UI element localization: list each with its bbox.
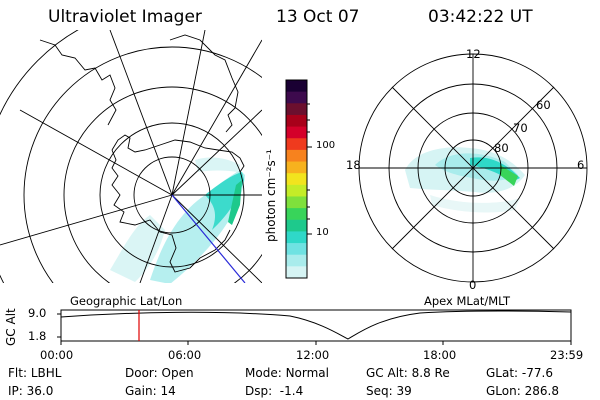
time-label: 03:42:22 UT bbox=[428, 7, 533, 27]
colorbar-band bbox=[286, 138, 307, 151]
apex-caption: Apex MLat/MLT bbox=[424, 294, 511, 308]
timeline-ytick-bottom: 1.8 bbox=[28, 329, 47, 343]
timeline-xtick-3: 18:00 bbox=[423, 348, 457, 362]
mlt-label-18: 18 bbox=[346, 158, 361, 172]
mlat-label-70: 70 bbox=[513, 121, 528, 135]
mlt-label-6: 6 bbox=[577, 158, 585, 172]
colorbar-band bbox=[286, 103, 307, 116]
mlat-label-60: 60 bbox=[536, 98, 551, 112]
colorbar-band bbox=[286, 161, 307, 174]
colorbar-tick-100: 100 bbox=[316, 140, 336, 151]
colorbar-tick-10: 10 bbox=[316, 227, 329, 238]
altitude-curve bbox=[60, 310, 572, 340]
colorbar-band bbox=[286, 91, 307, 104]
info-gain: Gain: 14 bbox=[125, 384, 176, 398]
info-ip: IP: 36.0 bbox=[8, 384, 54, 398]
colorbar-band bbox=[286, 126, 307, 139]
date-label: 13 Oct 07 bbox=[276, 7, 360, 27]
colorbar-band bbox=[286, 208, 307, 221]
colorbar-band bbox=[286, 149, 307, 163]
colorbar-band bbox=[286, 80, 307, 93]
colorbar-band bbox=[286, 173, 307, 186]
geographic-map bbox=[0, 30, 262, 283]
colorbar-band bbox=[286, 266, 307, 279]
colorbar bbox=[286, 80, 307, 279]
timeline-xtick-1: 06:00 bbox=[168, 348, 202, 362]
colorbar-band bbox=[286, 219, 307, 232]
timeline-ytick-top: 9.0 bbox=[28, 306, 47, 320]
mlt-label-0: 0 bbox=[469, 278, 477, 292]
apex-map bbox=[405, 147, 525, 213]
timeline-ylabel: GC Alt bbox=[4, 308, 18, 346]
timeline-xtick-2: 12:00 bbox=[296, 348, 330, 362]
info-seq: Seq: 39 bbox=[366, 384, 412, 398]
colorbar-band bbox=[286, 243, 307, 256]
info-mode: Mode: Normal bbox=[245, 366, 329, 380]
info-door: Door: Open bbox=[125, 366, 194, 380]
info-glon: GLon: 286.8 bbox=[486, 384, 559, 398]
timeline-xtick-4: 23:59 bbox=[550, 348, 584, 362]
info-dsp: Dsp: -1.4 bbox=[245, 384, 304, 398]
colorbar-band bbox=[286, 114, 307, 128]
info-flt: Flt: LBHL bbox=[8, 366, 62, 380]
colorbar-band bbox=[286, 231, 307, 244]
colorbar-label: photon cm⁻²s⁻¹ bbox=[264, 149, 278, 242]
timeline-xtick-0: 00:00 bbox=[40, 348, 74, 362]
geographic-caption: Geographic Lat/Lon bbox=[70, 294, 183, 308]
app-title: Ultraviolet Imager bbox=[48, 7, 202, 27]
info-glat: GLat: -77.6 bbox=[486, 366, 553, 380]
colorbar-band bbox=[286, 196, 307, 209]
info-gc-alt: GC Alt: 8.8 Re bbox=[366, 366, 450, 380]
mlat-label-80: 80 bbox=[494, 141, 509, 155]
colorbar-band bbox=[286, 184, 307, 197]
colorbar-band bbox=[286, 254, 307, 267]
mlt-label-12: 12 bbox=[466, 47, 481, 61]
